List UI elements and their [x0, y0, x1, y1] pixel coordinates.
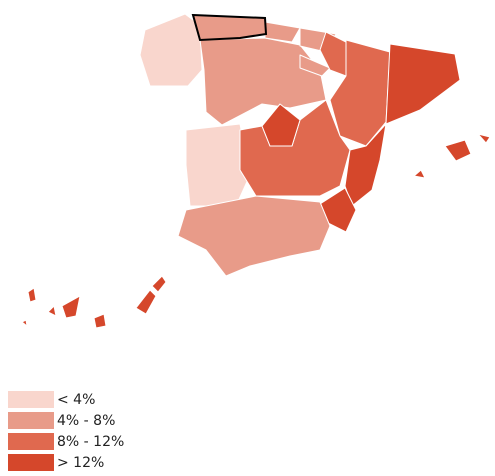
region: [21, 319, 28, 327]
legend-swatch: [8, 433, 54, 450]
legend-label: 4% - 8%: [57, 413, 115, 429]
legend-label: > 12%: [57, 455, 104, 471]
region: [299, 54, 331, 77]
legend-label: 8% - 12%: [57, 434, 124, 450]
region: [261, 103, 301, 147]
region: [385, 43, 461, 125]
region: [264, 21, 301, 43]
spain-regions: [21, 13, 491, 329]
legend-swatch: [8, 412, 54, 429]
region: [135, 289, 157, 315]
legend-swatch: [8, 454, 54, 471]
highlighted-region: [191, 13, 268, 42]
legend-label: < 4%: [57, 392, 95, 408]
region: [47, 305, 57, 317]
legend-swatch: [8, 391, 54, 408]
region: [413, 169, 426, 179]
region: [177, 195, 331, 277]
region: [61, 295, 81, 319]
region: [199, 37, 327, 126]
region: [151, 275, 167, 293]
region: [93, 313, 107, 329]
region: [344, 123, 387, 207]
region: [444, 139, 472, 162]
region: [477, 133, 491, 144]
region: [139, 13, 203, 87]
region: [27, 287, 37, 303]
legend: < 4% 4% - 8% 8% - 12% > 12%: [8, 391, 124, 471]
